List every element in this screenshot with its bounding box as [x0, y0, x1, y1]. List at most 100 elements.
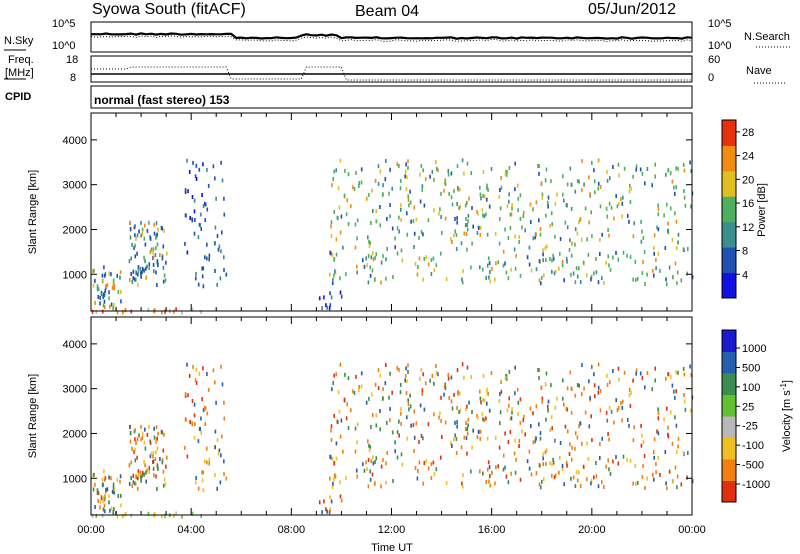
- rti-cell: [414, 261, 417, 266]
- rti-cell: [370, 221, 372, 225]
- rti-cell: [440, 191, 442, 196]
- rti-cell: [498, 445, 501, 450]
- rti-cell: [505, 169, 507, 174]
- rti-cell: [450, 195, 453, 200]
- rti-cell: [569, 370, 572, 375]
- rti-cell: [535, 232, 537, 237]
- rti-cell: [519, 477, 522, 482]
- rti-cell: [427, 218, 430, 223]
- rti-cell: [407, 198, 410, 203]
- rti-cell: [593, 168, 595, 173]
- rti-cell: [690, 169, 692, 173]
- rti-cell: [594, 394, 596, 399]
- rti-cell: [380, 260, 383, 265]
- rti-cell: [499, 217, 501, 222]
- rti-cell: [362, 258, 364, 263]
- rti-cell: [370, 255, 373, 260]
- rti-cell: [544, 382, 547, 387]
- rti-cell: [407, 398, 409, 403]
- rti-cell: [140, 475, 142, 480]
- rti-cell: [538, 218, 540, 223]
- rti-cell: [369, 241, 371, 246]
- rti-cell: [566, 203, 568, 208]
- rti-cell: [407, 402, 410, 407]
- rti-cell: [374, 459, 376, 464]
- rti-cell: [609, 267, 612, 272]
- rti-cell: [415, 421, 418, 426]
- rti-cell: [494, 277, 496, 282]
- rti-cell: [657, 416, 660, 421]
- rti-cell: [549, 257, 551, 261]
- colorbar-cell: [722, 480, 736, 503]
- rti-cell: [495, 465, 497, 470]
- rti-cell: [416, 272, 419, 277]
- rti-cell: [675, 370, 677, 375]
- rti-cell: [440, 251, 442, 256]
- rti-cell: [367, 280, 370, 285]
- rti-cell: [574, 227, 577, 232]
- rti-cell: [659, 472, 661, 477]
- rti-cell: [128, 278, 131, 282]
- rti-cell: [134, 243, 136, 248]
- rti-cell: [534, 439, 537, 444]
- rti-cell: [155, 221, 158, 226]
- rti-cell: [112, 482, 115, 487]
- rti-cell: [572, 271, 575, 276]
- rti-cell: [528, 262, 531, 267]
- rti-cell: [175, 307, 177, 312]
- rti-cell: [547, 200, 549, 205]
- rti-cell: [354, 222, 357, 227]
- rti-cell: [547, 404, 549, 409]
- rti-cell: [156, 464, 159, 468]
- rti-cell: [472, 224, 474, 229]
- rti-cell: [157, 227, 159, 232]
- rti-cell: [332, 277, 334, 282]
- rti-cell: [575, 470, 578, 475]
- rti-cell: [682, 451, 685, 456]
- rti-cell: [152, 262, 155, 267]
- rti-cell: [409, 189, 411, 194]
- rti-cell: [419, 376, 421, 381]
- rti-cell: [605, 260, 607, 265]
- rti-cell: [630, 186, 632, 191]
- rti-cell: [139, 266, 142, 271]
- rti-cell: [576, 478, 579, 483]
- rti-cell: [440, 455, 442, 460]
- rti-cell: [401, 462, 404, 467]
- rti-cell: [408, 407, 410, 412]
- rti-cell: [120, 289, 122, 294]
- rti-cell: [508, 369, 511, 374]
- rti-cell: [507, 276, 510, 281]
- rti-cell: [404, 174, 406, 179]
- rti-cell: [554, 405, 557, 410]
- rti-cell: [371, 472, 374, 477]
- rti-cell: [159, 253, 161, 257]
- rti-cell: [192, 364, 194, 369]
- rti-cell: [511, 203, 513, 208]
- rti-cell: [566, 386, 569, 391]
- rti-cell: [156, 446, 159, 451]
- rti-cell: [448, 191, 450, 196]
- rti-cell: [671, 179, 674, 184]
- rti-cell: [456, 424, 458, 429]
- rti-cell: [509, 225, 512, 230]
- rti-cell: [318, 500, 321, 505]
- rti-cell: [593, 372, 595, 377]
- rti-cell: [666, 202, 668, 207]
- rti-cell: [385, 461, 387, 466]
- rti-cell: [500, 176, 502, 180]
- rti-cell: [330, 438, 333, 442]
- rti-cell: [218, 448, 221, 453]
- rti-cell: [513, 451, 516, 456]
- rti-cell: [355, 374, 357, 379]
- rti-cell: [499, 410, 502, 415]
- rti-cell: [204, 218, 206, 223]
- rti-cell: [94, 278, 96, 283]
- rti-cell: [137, 472, 140, 477]
- rti-cell: [339, 480, 341, 485]
- rti-cell: [564, 424, 567, 429]
- rti-cell: [526, 459, 529, 464]
- mode-text: normal (fast stereo) 153: [94, 93, 230, 107]
- rti-cell: [554, 473, 557, 478]
- rti-cell: [120, 503, 122, 508]
